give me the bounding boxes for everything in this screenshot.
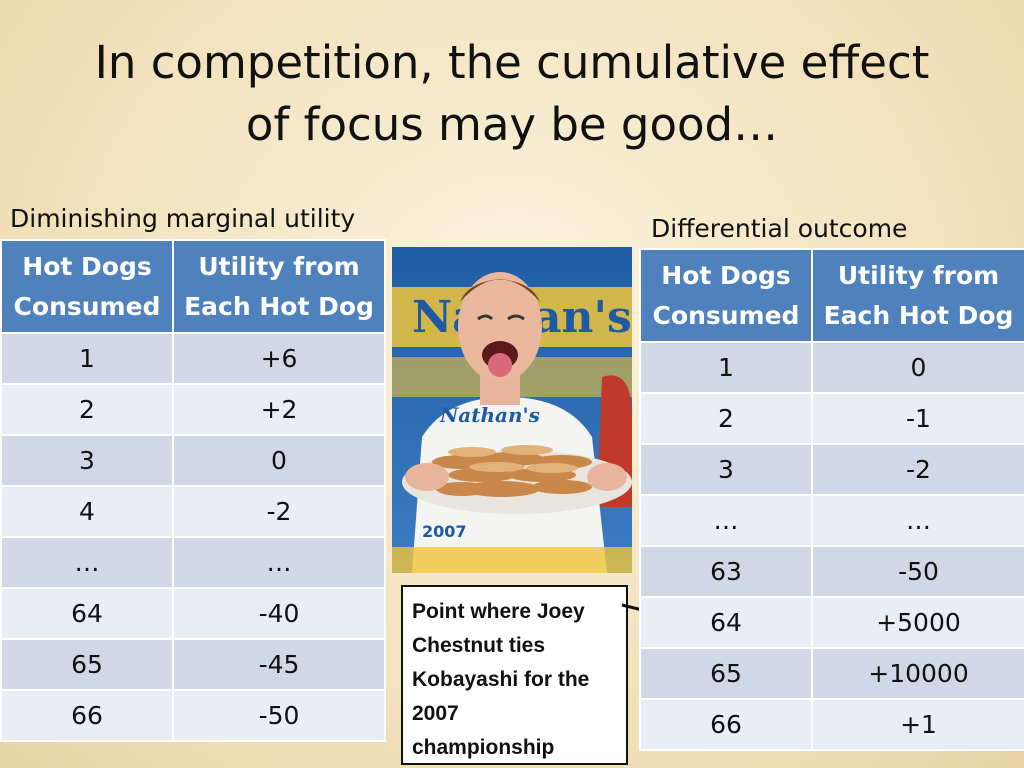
right-table-row: 2 -1 xyxy=(639,392,1024,445)
left-cell-hot-dogs: 2 xyxy=(0,383,174,436)
callout-line-4: 2007 xyxy=(412,702,459,725)
right-cell-utility: +5000 xyxy=(811,596,1024,649)
left-table-row: 4 -2 xyxy=(0,485,386,538)
left-utility-table: Hot Dogs Consumed Utility from Each Hot … xyxy=(0,239,386,742)
right-cell-utility: -50 xyxy=(811,545,1024,598)
shirt-text: Nathan's xyxy=(439,403,540,427)
left-cell-utility: -50 xyxy=(172,689,386,742)
callout-line-2: Chestnut ties xyxy=(412,634,546,657)
left-cell-hot-dogs: 64 xyxy=(0,587,174,640)
right-cell-utility: -1 xyxy=(811,392,1024,445)
right-cell-utility: +1 xyxy=(811,698,1024,751)
right-cell-hot-dogs: 64 xyxy=(639,596,813,649)
left-cell-hot-dogs: 4 xyxy=(0,485,174,538)
left-cell-hot-dogs: 65 xyxy=(0,638,174,691)
right-table-row: 65 +10000 xyxy=(639,647,1024,700)
right-cell-hot-dogs: 2 xyxy=(639,392,813,445)
right-table-row: 63 -50 xyxy=(639,545,1024,598)
chestnut-callout: Point where Joey Chestnut ties Kobayashi… xyxy=(401,585,628,765)
right-table-row: 66 +1 xyxy=(639,698,1024,751)
left-table-row: 65 -45 xyxy=(0,638,386,691)
left-table-row: 64 -40 xyxy=(0,587,386,640)
left-table-row: 2 +2 xyxy=(0,383,386,436)
right-cell-utility: -2 xyxy=(811,443,1024,496)
left-table-row: …… xyxy=(0,536,386,589)
right-table-row: …… xyxy=(639,494,1024,547)
left-header-utility: Utility from Each Hot Dog xyxy=(172,239,386,334)
left-table-header-row: Hot Dogs Consumed Utility from Each Hot … xyxy=(0,239,386,334)
right-header-utility: Utility from Each Hot Dog xyxy=(811,248,1024,343)
right-utility-table: Hot Dogs Consumed Utility from Each Hot … xyxy=(639,248,1024,751)
slide-title-line-2: of focus may be good… xyxy=(245,98,779,151)
left-cell-hot-dogs: … xyxy=(0,536,174,589)
callout-line-1: Point where Joey xyxy=(412,600,585,623)
right-table-caption: Differential outcome xyxy=(651,214,908,243)
right-header-hot-dogs: Hot Dogs Consumed xyxy=(639,248,813,343)
slide-title-line-1: In competition, the cumulative effect xyxy=(94,36,930,89)
right-cell-hot-dogs: 1 xyxy=(639,341,813,394)
left-cell-utility: 0 xyxy=(172,434,386,487)
left-cell-utility: … xyxy=(172,536,386,589)
slide-title: In competition, the cumulative effect of… xyxy=(0,32,1024,156)
left-header-hot-dogs: Hot Dogs Consumed xyxy=(0,239,174,334)
contest-photo-image: Nathan's Nathan's 2007 xyxy=(392,247,632,573)
right-cell-hot-dogs: … xyxy=(639,494,813,547)
right-cell-hot-dogs: 66 xyxy=(639,698,813,751)
right-cell-utility: +10000 xyxy=(811,647,1024,700)
left-table-caption: Diminishing marginal utility xyxy=(10,204,356,233)
left-cell-hot-dogs: 3 xyxy=(0,434,174,487)
right-cell-hot-dogs: 3 xyxy=(639,443,813,496)
callout-line-3: Kobayashi for the xyxy=(412,668,590,691)
right-table-header-row: Hot Dogs Consumed Utility from Each Hot … xyxy=(639,248,1024,343)
left-cell-utility: +6 xyxy=(172,332,386,385)
contest-photo: Nathan's Nathan's 2007 xyxy=(392,247,632,573)
left-cell-utility: +2 xyxy=(172,383,386,436)
left-cell-hot-dogs: 1 xyxy=(0,332,174,385)
left-cell-utility: -45 xyxy=(172,638,386,691)
right-table-row: 64 +5000 xyxy=(639,596,1024,649)
left-cell-utility: -40 xyxy=(172,587,386,640)
year-text: 2007 xyxy=(422,522,467,541)
left-table-row: 66 -50 xyxy=(0,689,386,742)
right-cell-hot-dogs: 63 xyxy=(639,545,813,598)
left-cell-utility: -2 xyxy=(172,485,386,538)
right-cell-hot-dogs: 65 xyxy=(639,647,813,700)
left-cell-hot-dogs: 66 xyxy=(0,689,174,742)
right-cell-utility: … xyxy=(811,494,1024,547)
callout-line-5: championship xyxy=(412,736,555,759)
left-table-row: 1 +6 xyxy=(0,332,386,385)
right-table-row: 3 -2 xyxy=(639,443,1024,496)
right-cell-utility: 0 xyxy=(811,341,1024,394)
